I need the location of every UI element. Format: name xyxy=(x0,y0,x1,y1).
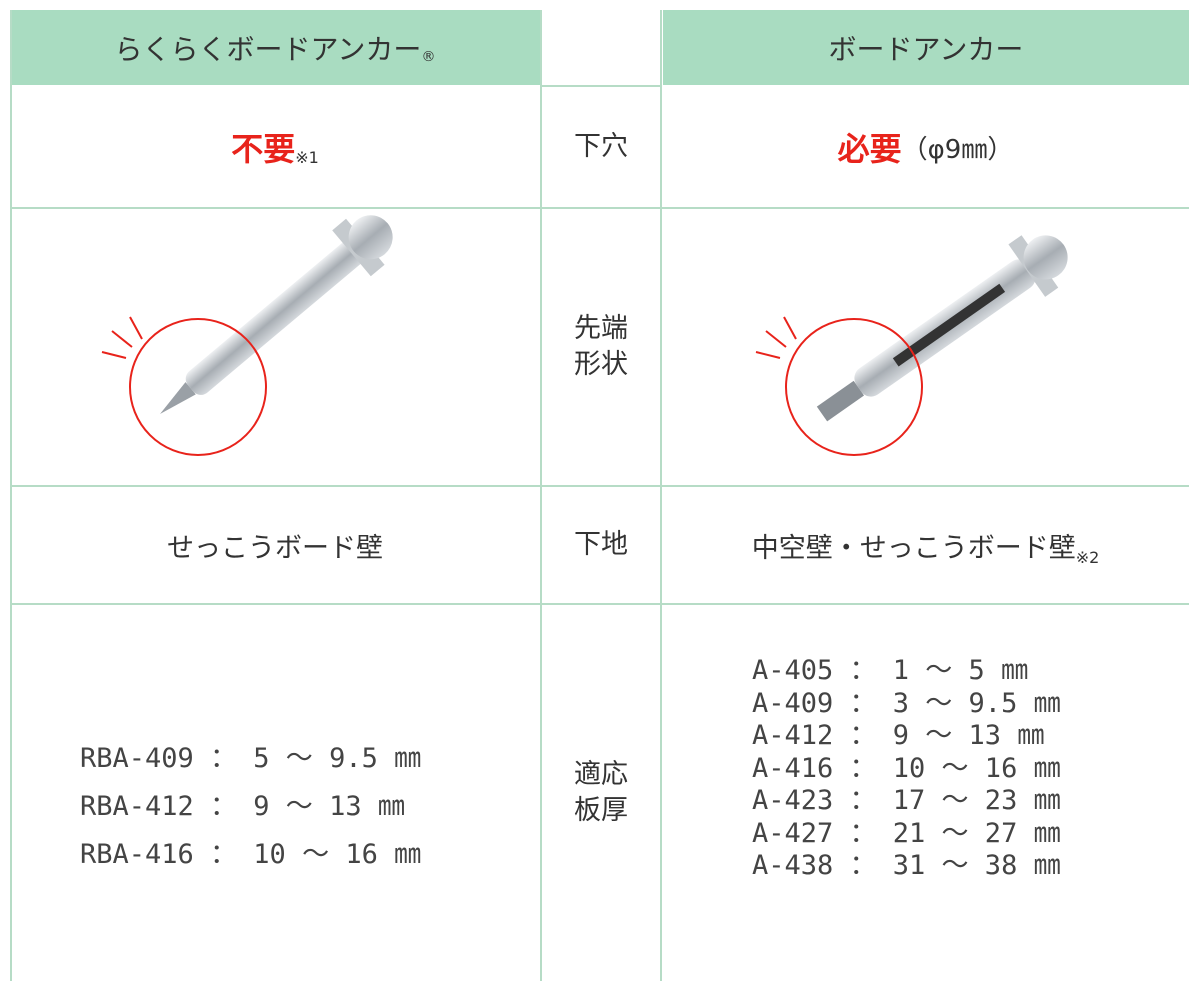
label-line: 板厚 xyxy=(574,795,628,826)
label-line: 先端 xyxy=(574,313,628,344)
thickness-line: A-423 ： 17 ～ 23 ㎜ xyxy=(752,785,1061,816)
required: 必要 xyxy=(837,130,902,168)
row-label: 下地 xyxy=(542,487,660,603)
label-line: 下地 xyxy=(574,529,628,560)
border xyxy=(10,485,1189,487)
cell-text: 中空壁・せっこうボード壁 xyxy=(751,532,1076,564)
thickness-line: A-427 ： 21 ～ 27 ㎜ xyxy=(752,817,1061,849)
cell: 不要 ※1 xyxy=(10,87,540,207)
note: ※1 xyxy=(295,147,319,167)
label-line: 適応 xyxy=(574,759,628,790)
border xyxy=(540,10,542,981)
thickness-line: A-438 ： 31 ～ 38 ㎜ xyxy=(752,850,1061,881)
header-text: ボードアンカー xyxy=(828,32,1024,66)
thickness-line: A-405 ： 1 ～ 5 ㎜ xyxy=(752,655,1029,686)
thickness-line: RBA-409 ： 5 ～ 9.5 ㎜ xyxy=(80,743,422,774)
thickness-line: RBA-416 ： 10 ～ 16 ㎜ xyxy=(80,839,422,870)
header-text: らくらくボードアンカー xyxy=(114,32,422,66)
cell: 必要 （φ9㎜） xyxy=(662,87,1189,207)
thickness-line: A-416 ： 10 ～ 16 ㎜ xyxy=(752,752,1061,784)
thickness-line: A-412 ： 9 ～ 13 ㎜ xyxy=(752,720,1045,751)
border xyxy=(10,603,1189,605)
note: ※2 xyxy=(1075,547,1100,567)
label-line: 下穴 xyxy=(574,131,628,162)
label-line: 形状 xyxy=(574,349,628,380)
header-left: らくらくボードアンカー ® xyxy=(10,10,540,85)
border xyxy=(542,85,660,87)
thickness-line: RBA-412 ： 9 ～ 13 ㎜ xyxy=(80,791,405,822)
border xyxy=(10,10,12,981)
thickness-line: A-409 ： 3 ～ 9.5 ㎜ xyxy=(752,687,1061,719)
anchor-image xyxy=(101,215,393,456)
border xyxy=(660,10,662,981)
row-label: 下穴 xyxy=(542,87,660,207)
cell: せっこうボード壁 xyxy=(167,532,383,564)
trademark: ® xyxy=(421,48,436,65)
required: 不要 xyxy=(231,130,296,168)
border xyxy=(10,207,1189,209)
row-label: 先端 形状 xyxy=(542,209,660,485)
header-right: ボードアンカー xyxy=(663,10,1189,85)
anchor-image xyxy=(755,235,1068,456)
note: （φ9㎜） xyxy=(901,134,1014,165)
cell: 中空壁・せっこうボード壁 ※2 xyxy=(662,487,1189,603)
row-label: 適応 板厚 xyxy=(542,605,660,981)
